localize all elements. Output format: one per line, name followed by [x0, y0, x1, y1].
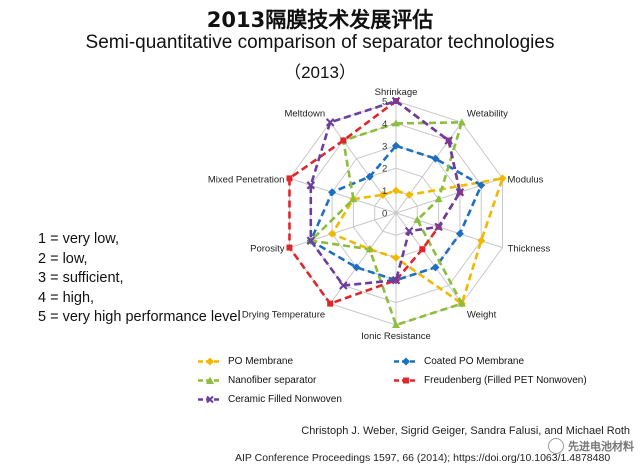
- data-point: [391, 275, 401, 285]
- chart-title-cn: 2013隔膜技术发展评估: [206, 8, 434, 32]
- tick-label: 4: [382, 119, 387, 130]
- data-point: [392, 186, 400, 195]
- data-point: [404, 226, 414, 236]
- data-point: [455, 229, 464, 238]
- data-point: [434, 195, 443, 203]
- axis-label: Mixed Penetration: [208, 174, 285, 185]
- axis-label: Wetability: [467, 108, 508, 119]
- axis-label: Modulus: [508, 174, 544, 185]
- chart-year: （2013）: [284, 63, 356, 82]
- data-point: [349, 195, 358, 203]
- scale-key: 1 = very low, 2 = low, 3 = sufficient, 4…: [38, 230, 241, 328]
- grid-spoke: [395, 177, 503, 214]
- legend-label: Freudenberg (Filled PET Nonwoven): [424, 375, 587, 386]
- tick-label: 5: [382, 97, 387, 108]
- scale-key-3: 3 = sufficient,: [38, 270, 124, 286]
- data-point: [286, 175, 293, 182]
- data-point: [431, 263, 440, 272]
- legend-label: Nanofiber separator: [228, 375, 317, 386]
- data-point: [392, 321, 400, 328]
- axis-label: Weight: [467, 310, 497, 321]
- axis-label: Shrinkage: [375, 87, 418, 98]
- legend-label: Ceramic Filled Nonwoven: [228, 394, 342, 405]
- watermark: 先进电池材料: [548, 438, 634, 454]
- legend-item: PO Membrane: [198, 356, 293, 367]
- axis-label: Thickness: [508, 244, 551, 255]
- scale-key-1: 1 = very low,: [38, 231, 119, 247]
- grid-spoke: [289, 177, 397, 214]
- data-point: [419, 246, 426, 253]
- data-point: [392, 253, 400, 262]
- data-point: [477, 181, 486, 190]
- scale-key-5: 5 = very high performance level: [38, 309, 241, 325]
- data-point: [431, 154, 440, 163]
- tick-label: 1: [382, 186, 387, 197]
- legend-item: Coated PO Membrane: [394, 356, 524, 367]
- data-point: [327, 300, 334, 307]
- data-point: [391, 96, 401, 106]
- data-point: [306, 236, 316, 245]
- scale-key-2: 2 = low,: [38, 250, 88, 267]
- data-point: [365, 245, 374, 253]
- legend-swatch: [198, 376, 222, 384]
- legend-swatch: [394, 357, 418, 366]
- legend-swatch: [198, 395, 222, 404]
- tick-label: 3: [382, 141, 387, 152]
- legend-swatch: [198, 357, 222, 366]
- data-point: [477, 236, 486, 245]
- data-point: [413, 215, 422, 223]
- data-point: [444, 136, 453, 145]
- legend-item: Freudenberg (Filled PET Nonwoven): [394, 375, 587, 386]
- data-point: [434, 222, 443, 232]
- legend-label: PO Membrane: [228, 356, 294, 367]
- data-point: [286, 244, 293, 251]
- legend-item: Nanofiber separator: [198, 375, 316, 386]
- data-point: [306, 181, 316, 190]
- grid-spoke: [329, 122, 397, 214]
- grid-spoke: [395, 212, 503, 249]
- data-point: [352, 263, 361, 272]
- wechat-icon: [548, 438, 564, 454]
- legend-item: Ceramic Filled Nonwoven: [198, 394, 342, 405]
- series-line: [309, 99, 462, 287]
- data-point: [405, 190, 414, 199]
- axis-label: Meltdown: [284, 108, 325, 119]
- data-point: [392, 141, 400, 150]
- data-point: [365, 172, 374, 181]
- axis-label: Porosity: [250, 244, 285, 255]
- chart-title-en: Semi-quantitative comparison of separato…: [85, 32, 555, 53]
- data-point: [457, 299, 466, 307]
- grid-spoke: [289, 212, 397, 249]
- legend-label: Coated PO Membrane: [424, 356, 525, 367]
- data-point: [392, 119, 400, 127]
- tick-label: 2: [382, 164, 387, 175]
- data-point: [339, 281, 348, 290]
- tick-label: 0: [382, 209, 387, 220]
- axis-label: Drying Temperature: [242, 310, 325, 321]
- citation-authors: Christoph J. Weber, Sigrid Geiger, Sandr…: [301, 425, 630, 437]
- data-point: [498, 174, 507, 183]
- series-line: [309, 144, 483, 282]
- legend-swatch: [394, 377, 418, 384]
- scale-key-4: 4 = high,: [38, 289, 95, 306]
- data-point: [328, 229, 337, 238]
- axis-label: Ionic Resistance: [361, 331, 431, 342]
- data-point: [457, 118, 466, 126]
- data-point: [378, 190, 387, 199]
- citation-source: AIP Conference Proceedings 1597, 66 (201…: [235, 452, 611, 464]
- grid-spoke: [395, 212, 463, 304]
- data-point: [455, 187, 465, 197]
- data-point: [340, 137, 347, 144]
- watermark-text: 先进电池材料: [568, 440, 634, 453]
- data-point: [325, 118, 335, 127]
- data-point: [328, 188, 337, 197]
